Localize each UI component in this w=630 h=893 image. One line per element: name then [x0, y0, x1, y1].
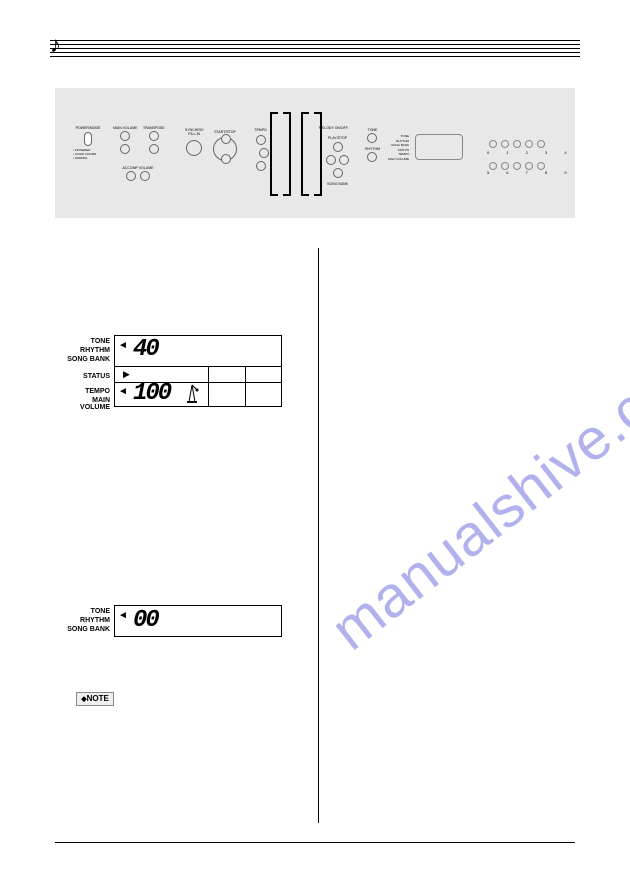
song-bank-btn-label: SONG BANK: [325, 182, 350, 186]
lcd1-mainvol-label: MAIN VOLUME: [62, 397, 110, 411]
start-stop-button: [213, 137, 237, 161]
lcd1-bottom-arrow: ◄: [118, 386, 128, 397]
lcd2-arrow: ◄: [118, 610, 128, 621]
power-mode-section: POWER/MODE • FINGERED• CASIO CHORD• NORM…: [73, 126, 103, 160]
panel-lcd-labels: TONERHYTHMSONG BANKSTATUSTEMPOMAIN VOLUM…: [388, 134, 409, 161]
play-stop-label: PLAY/STOP: [325, 136, 350, 140]
transpose-down-knob: [149, 144, 159, 154]
lcd1-bottom-value: 100: [133, 380, 170, 407]
lcd2-tone-label: TONE: [62, 608, 110, 615]
vertical-divider: [318, 248, 319, 823]
main-volume-label: MAIN VOLUME: [113, 126, 138, 130]
bracket-right-1: [283, 112, 291, 196]
accomp-knob-2: [140, 171, 150, 181]
power-switch-icon: [84, 132, 92, 146]
rhythm-btn-label: RHYTHM: [365, 147, 380, 151]
play-left-knob: [326, 155, 336, 165]
lcd1-tone-label: TONE: [62, 338, 110, 345]
volume-section: MAIN VOLUME: [113, 126, 138, 156]
bracket-left-1: [270, 112, 278, 196]
melody-section: MELODY ON/OFF: [319, 126, 348, 130]
tempo-mid-knob: [259, 148, 269, 158]
lcd2-value: 00: [133, 607, 158, 634]
rhythm-knob: [367, 152, 377, 162]
tone-rhythm-section: TONE RHYTHM: [365, 128, 380, 164]
play-down-knob: [333, 168, 343, 178]
lcd1-songbank-label: SONG BANK: [62, 356, 110, 363]
mode-labels: • FINGERED• CASIO CHORD• NORMAL: [73, 148, 103, 160]
footer-divider: [55, 842, 575, 843]
panel-lcd: [415, 134, 463, 160]
control-panel-diagram: POWER/MODE • FINGERED• CASIO CHORD• NORM…: [55, 88, 575, 218]
transpose-up-knob: [149, 131, 159, 141]
volume-up-knob: [120, 131, 130, 141]
tempo-up-knob: [256, 135, 266, 145]
lcd1-status-label: STATUS: [62, 373, 110, 380]
lcd1-rhythm-label: RHYTHM: [62, 347, 110, 354]
play-right-knob: [339, 155, 349, 165]
play-stop-section: PLAY/STOP SONG BANK: [325, 136, 350, 186]
lcd-display-2: ◄ 00: [114, 605, 282, 637]
lcd2-songbank-label: SONG BANK: [62, 626, 110, 633]
music-staff: ♪: [50, 40, 580, 60]
start-stop-section: START/STOP: [213, 130, 237, 161]
play-up-knob: [333, 142, 343, 152]
lcd1-status-arrow: ▶: [123, 369, 130, 380]
metronome-icon: [183, 382, 201, 404]
num-row-1-labels: 0 1 2 3 4: [487, 150, 575, 155]
lcd1-top-arrow: ◄: [118, 340, 128, 351]
lcd-display-1: ◄ 40 ▶ ◄ 100: [114, 335, 282, 407]
note-icon: ♪: [50, 32, 61, 58]
synchro-label: SYNCHRO/FILL-IN: [185, 128, 203, 136]
power-mode-label: POWER/MODE: [73, 126, 103, 130]
note-text: NOTE: [87, 694, 109, 703]
tempo-section: TEMPO: [251, 128, 270, 173]
note-callout: ◆NOTE: [76, 692, 114, 706]
accomp-volume-label: ACCOMP VOLUME: [113, 166, 163, 170]
transpose-section: TRANSPOSE: [143, 126, 165, 156]
lcd1-top-value: 40: [133, 336, 158, 363]
transpose-label: TRANSPOSE: [143, 126, 165, 130]
lcd2-rhythm-label: RHYTHM: [62, 617, 110, 624]
lcd1-tempo-label: TEMPO: [62, 388, 110, 395]
accomp-volume-section: ACCOMP VOLUME: [113, 166, 163, 183]
tempo-label: TEMPO: [251, 128, 270, 132]
volume-down-knob: [120, 144, 130, 154]
accomp-knob-1: [126, 171, 136, 181]
melody-label: MELODY ON/OFF: [319, 126, 348, 130]
bracket-left-2: [301, 112, 309, 196]
tempo-down-knob: [256, 161, 266, 171]
synchro-section: SYNCHRO/FILL-IN: [185, 128, 203, 157]
num-row-2-labels: 5 6 7 8 9: [487, 170, 575, 175]
tone-knob: [367, 133, 377, 143]
synchro-knob: [186, 140, 202, 156]
tone-btn-label: TONE: [365, 128, 380, 132]
watermark-text: manualshive.com: [319, 324, 630, 664]
bracket-right-2: [314, 112, 322, 196]
